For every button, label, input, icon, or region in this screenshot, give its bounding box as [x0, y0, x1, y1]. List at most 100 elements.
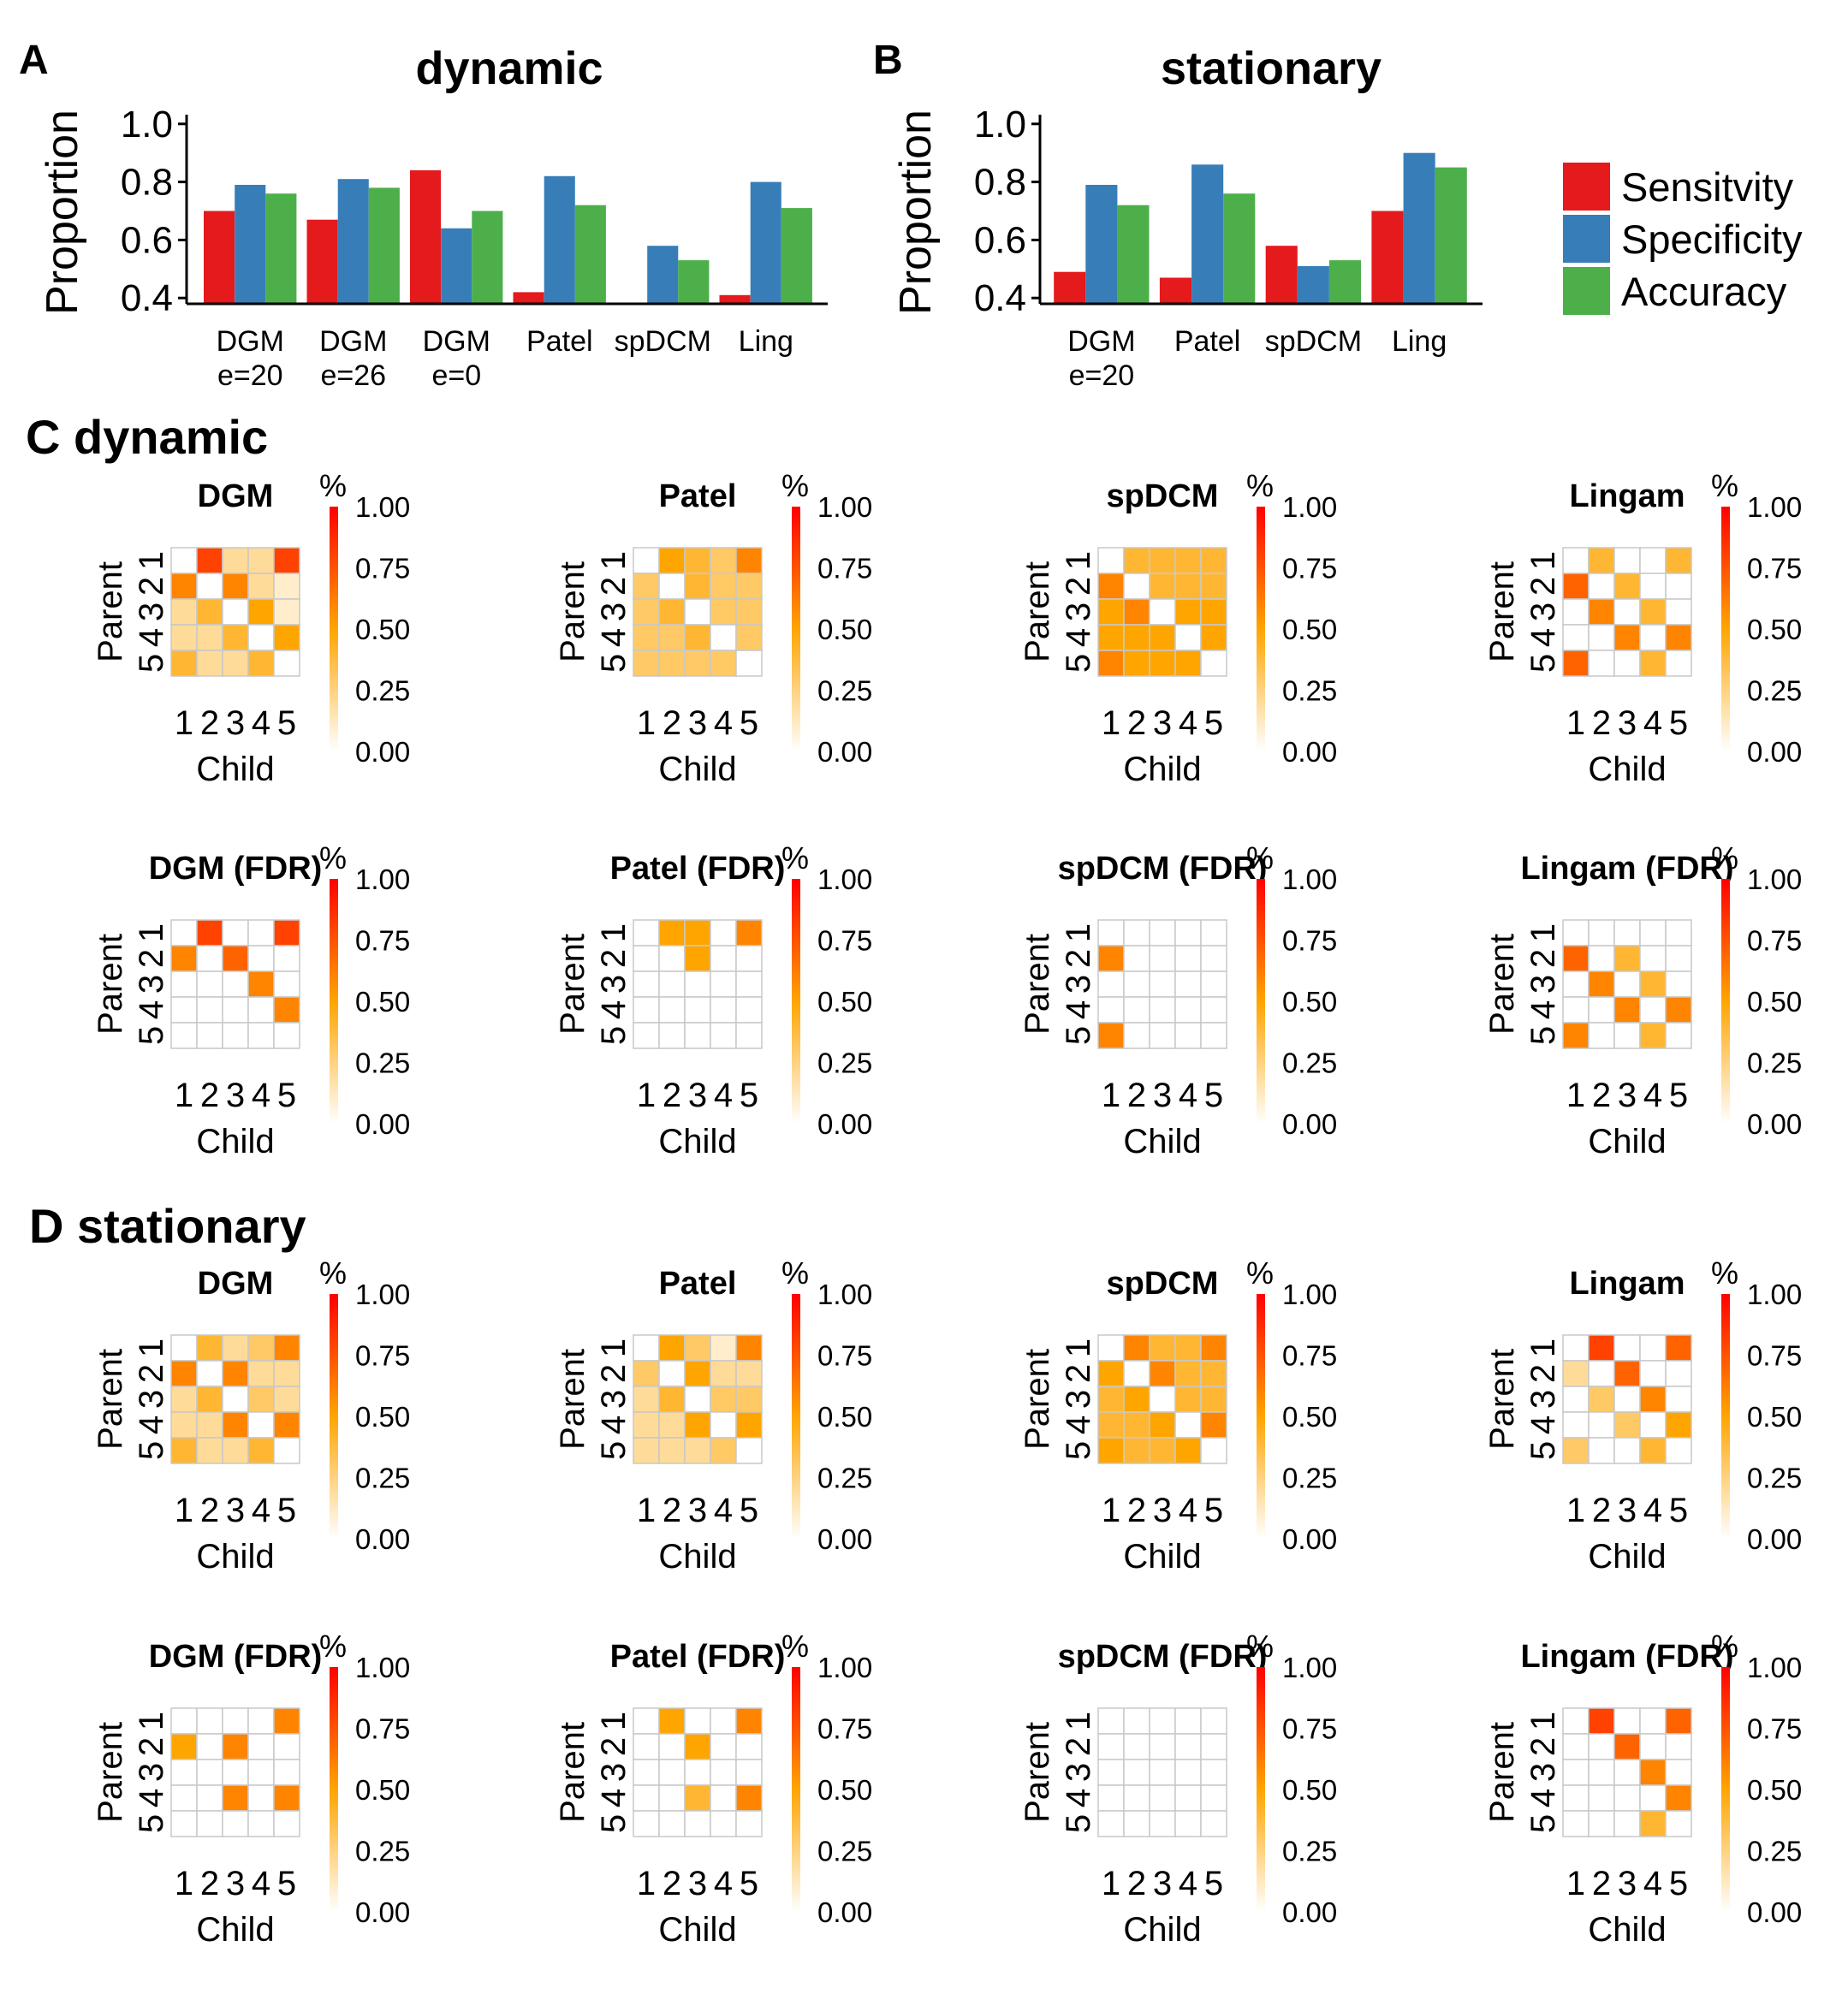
category-label: e=26 [321, 359, 387, 392]
y-tick-label: 2 [595, 1737, 633, 1756]
x-tick-label: 1 [175, 1865, 193, 1902]
x-tick-label: 1 [175, 1077, 193, 1114]
heatmap-cell [1149, 1759, 1176, 1786]
colorbar-tick-label: 0.75 [1282, 925, 1337, 957]
colorbar-tick-label: 0.00 [1747, 1896, 1802, 1928]
heatmap-cell [684, 945, 711, 972]
heatmap-cell [222, 919, 249, 947]
heatmap-cell [1665, 1437, 1692, 1464]
x-tick-label: 1 [1102, 1492, 1120, 1529]
y-tick-label: 4 [1060, 1789, 1097, 1807]
x-tick-label: 2 [1127, 1865, 1146, 1902]
colorbar-tick-label: 1.00 [1747, 864, 1802, 895]
heatmap-cell [1123, 1759, 1150, 1786]
heatmap-cell [684, 996, 711, 1024]
y-tick-label: 0.8 [974, 162, 1026, 204]
heatmap-cell [658, 573, 686, 600]
heatmap-xlabel: Child [1123, 751, 1201, 788]
heatmap-cell [735, 1386, 763, 1413]
colorbar-tick-label: 0.50 [355, 614, 410, 645]
colorbar-tick-label: 0.75 [817, 1340, 872, 1372]
colorbar-tick-label: 1.00 [817, 1652, 872, 1683]
legend-label-specificity: Specificity [1621, 217, 1803, 262]
heatmap-cell [684, 1733, 711, 1760]
x-tick-label: 1 [1566, 1077, 1585, 1114]
colorbar-tick-label: 1.00 [817, 1279, 872, 1310]
bar-a-4-1 [647, 246, 679, 304]
y-tick-label: 1 [595, 923, 633, 942]
colorbar [330, 1667, 338, 1912]
heatmap-cell [196, 624, 223, 651]
heatmap-cell [684, 624, 711, 651]
heatmap-cell [1665, 1386, 1692, 1413]
y-tick-label: 2 [133, 1364, 170, 1383]
heatmap-14: spDCM (FDR)1122334455ChildParent%0.000.2… [1019, 1629, 1337, 1949]
heatmap-cell [1562, 624, 1590, 651]
heatmap-cell [1639, 1784, 1667, 1812]
y-tick-label: 3 [133, 1763, 170, 1782]
panel-b-title: stationary [1161, 43, 1382, 94]
heatmap-cell [1665, 547, 1692, 574]
heatmap-cell [735, 1733, 763, 1760]
heatmap-cell [633, 1386, 660, 1413]
heatmap-cell [1149, 1334, 1176, 1362]
heatmap-cell [710, 598, 737, 626]
x-tick-label: 5 [1669, 704, 1688, 742]
heatmap-ylabel: Parent [1019, 1722, 1056, 1823]
y-tick-label: 4 [133, 628, 170, 647]
heatmap-cell [247, 1334, 275, 1362]
colorbar-tick-label: 0.00 [817, 1896, 872, 1928]
x-tick-label: 5 [740, 704, 758, 742]
colorbar [1721, 1294, 1730, 1539]
heatmap-cell [170, 650, 198, 677]
x-tick-label: 5 [1669, 1865, 1688, 1902]
colorbar-tick-label: 0.00 [817, 1523, 872, 1555]
y-tick-label: 1 [1524, 923, 1562, 942]
heatmap-cell [1613, 1784, 1641, 1812]
colorbar-tick-label: 0.75 [817, 1713, 872, 1745]
colorbar-tick-label: 0.75 [1747, 553, 1802, 585]
heatmap-ylabel: Parent [92, 934, 129, 1035]
heatmap-cell [710, 1022, 737, 1049]
y-tick-label: 5 [1060, 1441, 1097, 1460]
heatmap-cell [1665, 1733, 1692, 1760]
y-tick-label: 0.4 [974, 277, 1026, 319]
heatmap-cell [1639, 996, 1667, 1024]
heatmap-cell [1123, 945, 1150, 972]
y-tick-label: 0.8 [121, 162, 173, 204]
heatmap-cell [684, 1360, 711, 1387]
heatmap-cell [684, 1411, 711, 1439]
bar-a-0-1 [235, 185, 266, 304]
heatmap-cell [1613, 624, 1641, 651]
heatmap-cell [1174, 996, 1202, 1024]
heatmap-xlabel: Child [1588, 1538, 1666, 1576]
heatmap-cell [1562, 598, 1590, 626]
heatmap-cell [273, 573, 300, 600]
heatmap-cell [735, 945, 763, 972]
heatmap-cell [1665, 996, 1692, 1024]
heatmap-title: DGM [198, 478, 274, 514]
colorbar-title: % [781, 1255, 809, 1291]
heatmap-cell [1613, 1022, 1641, 1049]
heatmap-cell [1149, 1707, 1176, 1735]
y-tick-label: 4 [595, 628, 633, 647]
x-tick-label: 5 [1669, 1077, 1688, 1114]
heatmap-cell [1174, 650, 1202, 677]
heatmap-cell [1174, 1437, 1202, 1464]
y-tick-label: 3 [1524, 602, 1562, 621]
bar-a-3-2 [574, 205, 606, 304]
heatmap-cell [710, 1759, 737, 1786]
heatmap-cell [1174, 945, 1202, 972]
heatmap-cell [1123, 1360, 1150, 1387]
colorbar [330, 1294, 338, 1539]
heatmap-cell [196, 996, 223, 1024]
colorbar-title: % [1711, 840, 1738, 875]
heatmap-cell [684, 1707, 711, 1735]
colorbar [792, 1667, 800, 1912]
heatmap-xlabel: Child [1123, 1123, 1201, 1160]
colorbar-title: % [1246, 1255, 1274, 1291]
heatmap-cell [196, 1360, 223, 1387]
colorbar-tick-label: 0.50 [817, 986, 872, 1018]
heatmap-cell [710, 970, 737, 998]
bar-b-1-0 [1159, 277, 1191, 304]
